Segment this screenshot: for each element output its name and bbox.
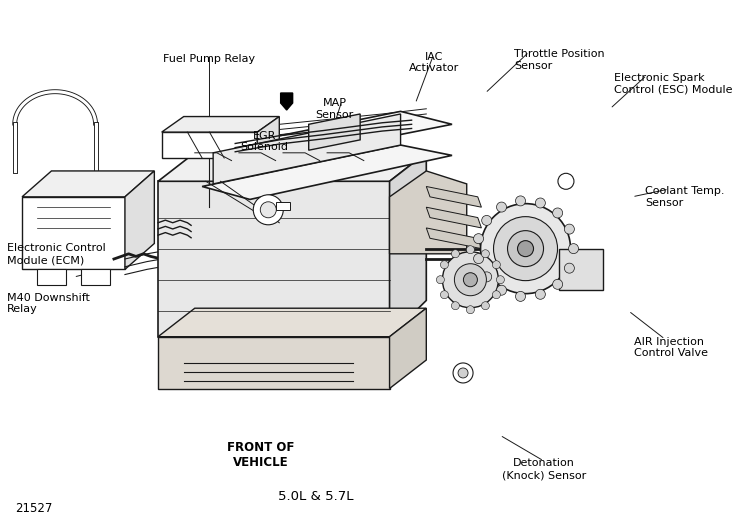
Circle shape xyxy=(535,198,545,208)
Circle shape xyxy=(515,292,526,301)
Circle shape xyxy=(467,306,474,314)
Circle shape xyxy=(492,291,501,299)
Text: Throttle Position
Sensor: Throttle Position Sensor xyxy=(514,49,605,71)
Text: Fuel Pump Relay: Fuel Pump Relay xyxy=(163,54,256,64)
Circle shape xyxy=(451,250,459,258)
Polygon shape xyxy=(426,186,481,207)
Circle shape xyxy=(481,215,492,225)
Circle shape xyxy=(497,285,506,295)
Circle shape xyxy=(451,301,459,310)
Polygon shape xyxy=(213,114,401,184)
Polygon shape xyxy=(81,269,110,285)
Circle shape xyxy=(458,368,468,378)
Circle shape xyxy=(564,224,574,234)
Circle shape xyxy=(254,195,283,225)
Circle shape xyxy=(492,261,501,269)
Text: 21527: 21527 xyxy=(15,502,52,515)
Circle shape xyxy=(564,263,574,273)
Circle shape xyxy=(473,234,484,243)
Polygon shape xyxy=(158,337,390,388)
Text: MAP
Sensor: MAP Sensor xyxy=(315,98,354,120)
Text: Coolant Temp.
Sensor: Coolant Temp. Sensor xyxy=(645,186,725,208)
Circle shape xyxy=(260,202,276,218)
Polygon shape xyxy=(202,145,452,199)
Circle shape xyxy=(437,276,445,284)
Circle shape xyxy=(517,241,534,256)
Polygon shape xyxy=(426,207,481,228)
Circle shape xyxy=(569,243,578,254)
Polygon shape xyxy=(276,202,290,210)
Circle shape xyxy=(440,291,448,299)
Circle shape xyxy=(440,261,448,269)
Circle shape xyxy=(558,174,574,189)
Polygon shape xyxy=(158,308,426,337)
Polygon shape xyxy=(426,228,481,249)
Circle shape xyxy=(481,250,490,258)
Polygon shape xyxy=(37,269,66,285)
Circle shape xyxy=(442,252,498,308)
Polygon shape xyxy=(309,114,360,150)
Text: Detonation
(Knock) Sensor: Detonation (Knock) Sensor xyxy=(502,458,586,480)
Circle shape xyxy=(481,204,570,294)
Circle shape xyxy=(535,289,545,299)
Circle shape xyxy=(481,301,490,310)
Text: EGR
Solenoid: EGR Solenoid xyxy=(240,131,289,152)
Polygon shape xyxy=(22,171,154,197)
Circle shape xyxy=(496,276,504,284)
Circle shape xyxy=(515,196,526,206)
Polygon shape xyxy=(22,197,125,269)
Polygon shape xyxy=(158,153,426,181)
Circle shape xyxy=(481,272,492,282)
Polygon shape xyxy=(162,132,257,158)
Text: Electronic Control
Module (ECM): Electronic Control Module (ECM) xyxy=(7,243,106,265)
Polygon shape xyxy=(390,153,426,337)
Polygon shape xyxy=(257,117,279,158)
Circle shape xyxy=(497,202,506,212)
Polygon shape xyxy=(158,181,390,337)
Polygon shape xyxy=(195,111,452,166)
Text: 5.0L & 5.7L: 5.0L & 5.7L xyxy=(279,490,354,502)
Polygon shape xyxy=(390,308,426,388)
Text: Electronic Spark
Control (ESC) Module: Electronic Spark Control (ESC) Module xyxy=(614,73,732,94)
Circle shape xyxy=(553,279,563,290)
Text: M40 Downshift
Relay: M40 Downshift Relay xyxy=(7,293,90,314)
Text: AIR Injection
Control Valve: AIR Injection Control Valve xyxy=(634,337,708,358)
Polygon shape xyxy=(162,117,279,132)
Circle shape xyxy=(553,208,563,218)
Text: FRONT OF
VEHICLE: FRONT OF VEHICLE xyxy=(227,441,295,469)
Circle shape xyxy=(508,231,543,267)
Circle shape xyxy=(454,264,487,296)
Circle shape xyxy=(453,363,473,383)
Circle shape xyxy=(467,246,474,254)
Polygon shape xyxy=(390,171,467,254)
Polygon shape xyxy=(125,171,154,269)
Circle shape xyxy=(493,217,558,281)
Polygon shape xyxy=(281,93,293,110)
Polygon shape xyxy=(559,249,603,290)
Circle shape xyxy=(473,254,484,264)
Circle shape xyxy=(463,272,478,287)
Text: IAC
Activator: IAC Activator xyxy=(409,52,459,74)
